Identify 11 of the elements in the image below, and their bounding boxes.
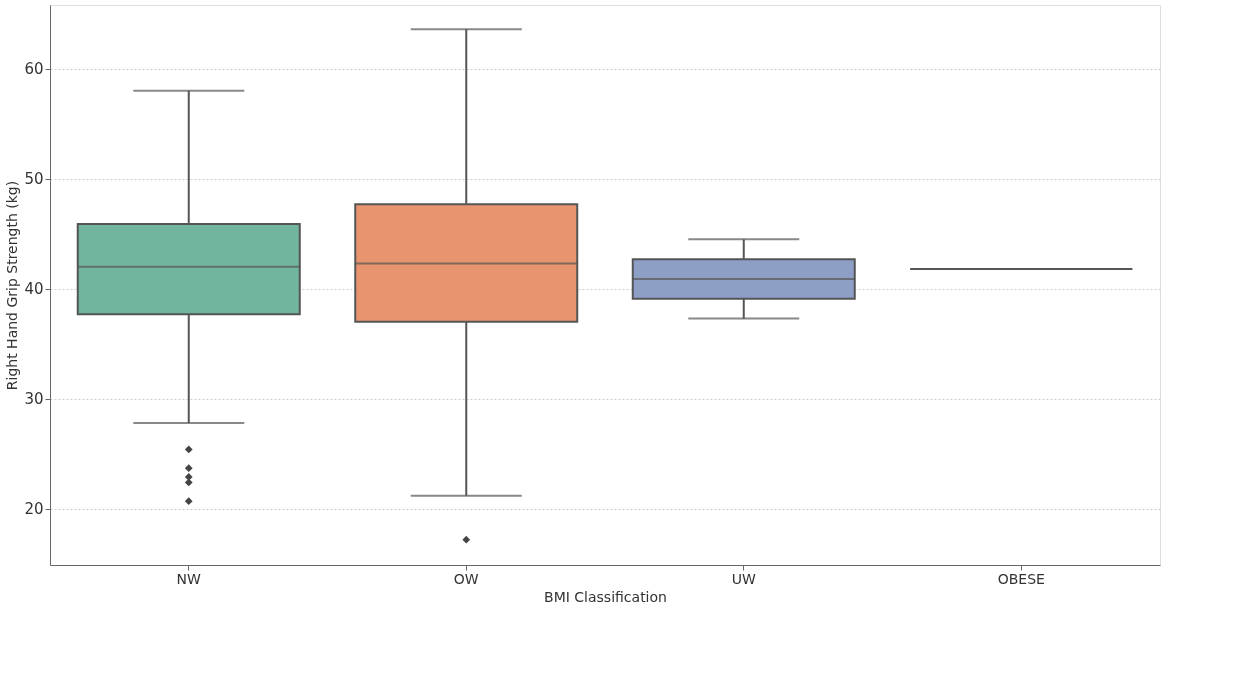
- y-tick-label: 30: [24, 390, 44, 409]
- x-tick-label: NW: [176, 570, 202, 587]
- x-tick-label: OW: [453, 570, 479, 587]
- x-axis-title: BMI Classification: [544, 588, 667, 605]
- y-tick-label: 40: [24, 280, 44, 299]
- y-axis-title: Right Hand Grip Strength (kg): [4, 180, 21, 391]
- y-tick-label: 60: [24, 60, 44, 79]
- y-tick-label: 20: [24, 500, 44, 519]
- y-tick-label: 50: [24, 170, 44, 189]
- x-tick-label: OBESE: [997, 570, 1045, 587]
- x-tick-label: UW: [731, 570, 756, 587]
